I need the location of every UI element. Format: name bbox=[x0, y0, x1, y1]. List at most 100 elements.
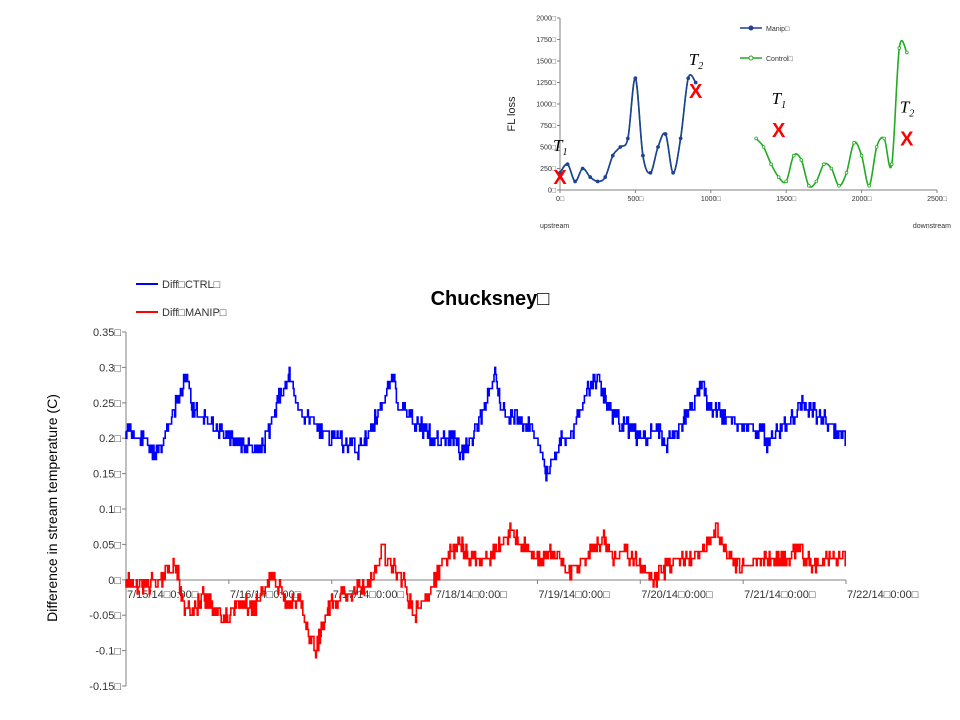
main-legend: Diff□CTRL□ Diff□MANIP□ bbox=[136, 279, 227, 319]
inset-y-tick-label: 1500□ bbox=[536, 59, 557, 66]
inset-data-point bbox=[656, 145, 660, 149]
inset-data-point bbox=[769, 162, 773, 167]
inset-y-tick-label: 1750□ bbox=[536, 37, 557, 44]
inset-y-tick-label: 250□ bbox=[540, 166, 557, 173]
inset-annotation-x-marker: X bbox=[689, 81, 703, 103]
main-y-tick-label: -0.1□ bbox=[95, 646, 121, 658]
inset-annotation-x-marker: X bbox=[553, 167, 567, 189]
inset-data-point bbox=[603, 175, 608, 179]
inset-data-point bbox=[693, 80, 698, 85]
inset-data-point bbox=[784, 179, 788, 184]
inset-annotation-subscript: 1 bbox=[781, 100, 786, 111]
main-y-tick-label: 0.25□ bbox=[93, 398, 121, 410]
inset-data-point bbox=[558, 171, 562, 175]
inset-data-point bbox=[889, 162, 894, 167]
inset-data-point bbox=[799, 158, 804, 162]
inset-data-point bbox=[626, 136, 630, 141]
inset-data-point bbox=[776, 175, 781, 179]
main-y-tick-label: 0.05□ bbox=[93, 539, 121, 551]
main-x-tick-label: 7/21/14□0:00□ bbox=[744, 589, 816, 601]
main-y-ticks: -0.15□ -0.1□ -0.05□ 0□ 0.05□ 0.1□ 0.15□ 0.2□ 0.2… bbox=[89, 327, 126, 693]
main-x-tick-label: 7/19/14□0:00□ bbox=[538, 589, 610, 601]
inset-data-point bbox=[814, 179, 819, 184]
inset-data-point bbox=[573, 179, 577, 184]
main-y-tick-label: 0.2□ bbox=[99, 433, 121, 445]
inset-data-point bbox=[663, 132, 668, 136]
inset-annotation-x-marker: X bbox=[900, 128, 914, 150]
inset-y-tick-label: 1250□ bbox=[536, 80, 557, 87]
inset-annotation-x-marker: X bbox=[772, 120, 786, 142]
inset-x-tick-label: 500□ bbox=[627, 196, 644, 203]
main-y-axis-label: Difference in stream temperature (C) bbox=[44, 394, 60, 622]
main-y-tick-label: 0□ bbox=[108, 575, 121, 587]
main-y-tick-label: 0.15□ bbox=[93, 469, 121, 481]
main-series-line bbox=[125, 366, 846, 482]
inset-chart: 0□250□500□750□1000□1250□1500□1750□2000□ … bbox=[506, 16, 951, 231]
inset-annotation-subscript: 1 bbox=[562, 147, 567, 158]
main-series-line bbox=[125, 522, 846, 659]
main-legend-label: Diff□CTRL□ bbox=[162, 279, 221, 291]
inset-data-point bbox=[905, 50, 909, 55]
inset-legend-marker bbox=[748, 55, 754, 61]
inset-x-tick-label: 2500□ bbox=[927, 196, 948, 203]
inset-data-point bbox=[565, 162, 570, 166]
main-y-tick-label: 0.3□ bbox=[99, 362, 121, 374]
inset-data-point bbox=[852, 140, 856, 145]
inset-data-point bbox=[678, 136, 683, 141]
inset-data-point bbox=[671, 171, 675, 175]
inset-data-point bbox=[807, 183, 811, 188]
inset-data-point bbox=[610, 153, 615, 158]
inset-data-point bbox=[686, 76, 690, 80]
inset-series-line bbox=[559, 74, 697, 183]
inset-data-point bbox=[844, 171, 849, 175]
inset-data-point bbox=[867, 183, 871, 188]
inset-x-tick-label: 2000□ bbox=[852, 196, 873, 203]
inset-data-point bbox=[882, 136, 887, 141]
inset-annotation-label: T1 bbox=[772, 89, 786, 111]
inset-legend: Manip□ Control□ bbox=[740, 25, 794, 63]
inset-data-point bbox=[648, 171, 653, 175]
inset-data-point bbox=[761, 145, 766, 149]
inset-x-tick-label: 1500□ bbox=[776, 196, 797, 203]
inset-data-point bbox=[580, 166, 585, 171]
inset-downstream-label: downstream bbox=[913, 223, 951, 230]
inset-data-point bbox=[588, 175, 592, 179]
main-y-tick-label: 0.1□ bbox=[99, 504, 121, 516]
main-series bbox=[125, 366, 846, 659]
inset-data-point bbox=[829, 166, 834, 171]
inset-data-point bbox=[618, 145, 623, 149]
inset-data-point bbox=[595, 179, 600, 184]
main-chart-title: Chucksney□ bbox=[431, 288, 550, 310]
inset-annotation-label: T2 bbox=[689, 50, 703, 72]
inset-data-point bbox=[633, 76, 638, 80]
inset-data-point bbox=[837, 183, 841, 188]
inset-legend-marker bbox=[748, 25, 754, 31]
main-x-tick-label: 7/18/14□0:00□ bbox=[436, 589, 508, 601]
inset-legend-label: Control□ bbox=[766, 56, 794, 63]
inset-annotation-label: T1 bbox=[553, 136, 567, 158]
inset-x-tick-label: 0□ bbox=[556, 196, 565, 203]
inset-data-point bbox=[641, 153, 645, 158]
inset-data-point bbox=[859, 153, 864, 158]
main-legend-label: Diff□MANIP□ bbox=[162, 307, 227, 319]
main-x-tick-label: 7/17/14□0:00□ bbox=[333, 589, 405, 601]
inset-data-point bbox=[897, 46, 902, 50]
inset-y-tick-label: 1000□ bbox=[536, 102, 557, 109]
main-y-tick-label: -0.05□ bbox=[89, 610, 121, 622]
main-x-tick-label: 7/22/14□0:00□ bbox=[847, 589, 919, 601]
inset-legend-label: Manip□ bbox=[766, 26, 790, 33]
inset-y-axis-label: FL loss bbox=[506, 96, 518, 132]
inset-data-point bbox=[791, 153, 796, 158]
main-y-tick-label: -0.15□ bbox=[89, 681, 121, 693]
inset-annotations: T1 X T2 X T1 X T2 X bbox=[553, 50, 914, 189]
inset-x-ticks: 0□ 500□ 1000□ 1500□ 2000□ 2500□ bbox=[556, 190, 948, 203]
inset-series bbox=[558, 40, 909, 188]
inset-x-tick-label: 1000□ bbox=[701, 196, 722, 203]
main-y-tick-label: 0.35□ bbox=[93, 327, 121, 339]
inset-data-point bbox=[822, 162, 826, 167]
inset-y-tick-label: 0□ bbox=[548, 188, 557, 195]
inset-y-tick-label: 750□ bbox=[540, 123, 557, 130]
inset-y-tick-label: 500□ bbox=[540, 145, 557, 152]
inset-annotation-subscript: 2 bbox=[698, 61, 703, 72]
